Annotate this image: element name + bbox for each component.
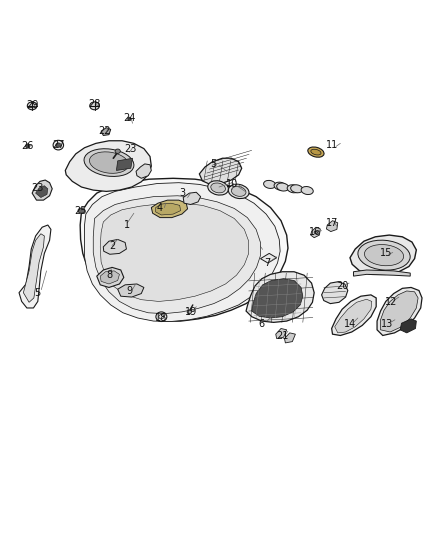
Ellipse shape (301, 187, 313, 195)
Polygon shape (285, 333, 295, 343)
Polygon shape (97, 268, 124, 287)
Ellipse shape (287, 185, 299, 193)
Ellipse shape (364, 245, 404, 266)
Polygon shape (353, 270, 410, 276)
Polygon shape (183, 192, 201, 205)
Polygon shape (151, 200, 187, 217)
Polygon shape (93, 196, 261, 313)
Polygon shape (335, 299, 372, 333)
Polygon shape (117, 158, 133, 171)
Polygon shape (136, 164, 151, 179)
Polygon shape (155, 203, 180, 215)
Ellipse shape (53, 140, 64, 150)
Text: 3: 3 (179, 188, 185, 198)
Ellipse shape (90, 102, 99, 110)
Polygon shape (377, 287, 422, 335)
Polygon shape (100, 271, 120, 284)
Polygon shape (332, 295, 376, 335)
Ellipse shape (358, 240, 410, 270)
Ellipse shape (27, 102, 37, 110)
Text: 24: 24 (124, 113, 136, 123)
Text: 27: 27 (52, 140, 64, 150)
Text: 28: 28 (88, 99, 101, 109)
Polygon shape (261, 253, 277, 263)
Ellipse shape (228, 184, 249, 199)
Ellipse shape (159, 314, 164, 319)
Text: 6: 6 (259, 319, 265, 329)
Polygon shape (199, 158, 242, 184)
Polygon shape (19, 225, 51, 308)
Ellipse shape (291, 185, 303, 193)
Polygon shape (321, 282, 348, 304)
Polygon shape (101, 128, 111, 135)
Polygon shape (381, 291, 418, 332)
Text: 21: 21 (276, 332, 289, 341)
Polygon shape (85, 183, 280, 321)
Text: 16: 16 (309, 228, 321, 237)
Ellipse shape (78, 208, 85, 213)
Text: 10: 10 (226, 179, 238, 189)
Text: 29: 29 (26, 100, 38, 110)
Polygon shape (326, 221, 338, 231)
Text: 2: 2 (109, 240, 115, 251)
Polygon shape (103, 239, 127, 254)
Text: 4: 4 (157, 203, 163, 213)
Polygon shape (252, 279, 303, 318)
Text: 26: 26 (21, 141, 34, 151)
Text: 5: 5 (211, 159, 217, 169)
Polygon shape (276, 328, 287, 338)
Ellipse shape (211, 183, 226, 193)
Ellipse shape (84, 149, 134, 176)
Polygon shape (80, 179, 288, 321)
Polygon shape (65, 141, 151, 191)
Ellipse shape (308, 147, 324, 157)
Ellipse shape (311, 149, 321, 155)
Polygon shape (32, 180, 52, 200)
Ellipse shape (56, 143, 61, 147)
Polygon shape (311, 227, 320, 238)
Text: 14: 14 (344, 319, 356, 329)
Text: 5: 5 (35, 288, 41, 298)
Polygon shape (246, 272, 314, 322)
Ellipse shape (314, 231, 318, 234)
Ellipse shape (208, 181, 229, 195)
Text: 8: 8 (106, 270, 112, 280)
Text: 1: 1 (124, 220, 131, 230)
Text: 13: 13 (381, 319, 393, 329)
Ellipse shape (25, 144, 30, 148)
Polygon shape (23, 234, 44, 302)
Polygon shape (100, 203, 249, 302)
Text: 9: 9 (127, 286, 133, 295)
Ellipse shape (89, 152, 128, 173)
Text: 25: 25 (74, 206, 86, 216)
Text: 20: 20 (336, 281, 348, 291)
Ellipse shape (115, 149, 120, 154)
Text: 19: 19 (184, 308, 197, 317)
Text: 12: 12 (385, 297, 398, 308)
Ellipse shape (128, 117, 131, 120)
Polygon shape (350, 235, 417, 274)
Ellipse shape (231, 187, 246, 196)
Text: 7: 7 (264, 258, 270, 268)
Ellipse shape (274, 182, 286, 190)
Text: 23: 23 (125, 143, 137, 154)
Ellipse shape (277, 183, 289, 191)
Text: 23: 23 (32, 183, 44, 193)
Text: 17: 17 (326, 218, 339, 228)
Ellipse shape (264, 180, 276, 189)
Text: 22: 22 (99, 126, 111, 136)
Text: 18: 18 (155, 313, 167, 323)
Polygon shape (400, 319, 417, 333)
Polygon shape (118, 284, 144, 297)
Text: 15: 15 (380, 248, 392, 259)
Text: 11: 11 (326, 140, 339, 150)
Polygon shape (35, 185, 48, 198)
Ellipse shape (187, 310, 191, 313)
